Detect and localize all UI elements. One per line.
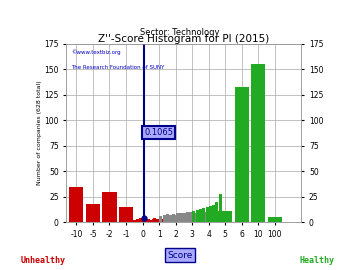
Bar [218, 211, 232, 222]
Bar [176, 213, 179, 222]
Text: Score: Score [167, 251, 193, 260]
Bar [130, 220, 132, 222]
Bar [185, 213, 199, 222]
Y-axis label: Number of companies (628 total): Number of companies (628 total) [37, 81, 41, 185]
Bar [86, 204, 100, 222]
Text: ©www.textbiz.org: ©www.textbiz.org [71, 49, 121, 55]
Bar [136, 219, 139, 222]
Bar [209, 206, 212, 222]
Bar [149, 220, 152, 222]
Bar [212, 205, 215, 222]
Bar [186, 212, 189, 222]
Title: Z''-Score Histogram for PI (2015): Z''-Score Histogram for PI (2015) [98, 34, 270, 44]
Bar [235, 87, 249, 222]
Bar [159, 216, 162, 222]
Bar [163, 215, 166, 222]
Text: Unhealthy: Unhealthy [21, 256, 66, 265]
Bar [202, 212, 216, 222]
Bar [135, 219, 149, 222]
Bar [251, 64, 265, 222]
Bar [146, 219, 149, 222]
Bar [152, 219, 166, 222]
Bar [139, 218, 143, 222]
Bar [206, 207, 208, 222]
Bar [202, 208, 205, 222]
Bar [216, 202, 219, 222]
Text: Sector: Technology: Sector: Technology [140, 28, 220, 37]
Bar [153, 218, 156, 222]
Text: 0.1065: 0.1065 [144, 128, 173, 137]
Bar [69, 187, 84, 222]
Bar [195, 210, 199, 222]
Bar [169, 215, 172, 222]
Bar [189, 212, 192, 222]
Bar [172, 214, 175, 222]
Bar [199, 209, 202, 222]
Bar [168, 215, 183, 222]
Bar [119, 207, 133, 222]
Bar [143, 219, 146, 222]
Bar [133, 220, 136, 222]
Bar [219, 194, 222, 222]
Bar [183, 213, 185, 222]
Bar [268, 217, 282, 222]
Bar [103, 192, 117, 222]
Text: Healthy: Healthy [299, 256, 334, 265]
Bar [166, 214, 169, 222]
Bar [179, 213, 182, 222]
Bar [192, 211, 195, 222]
Text: The Research Foundation of SUNY: The Research Foundation of SUNY [71, 65, 165, 70]
